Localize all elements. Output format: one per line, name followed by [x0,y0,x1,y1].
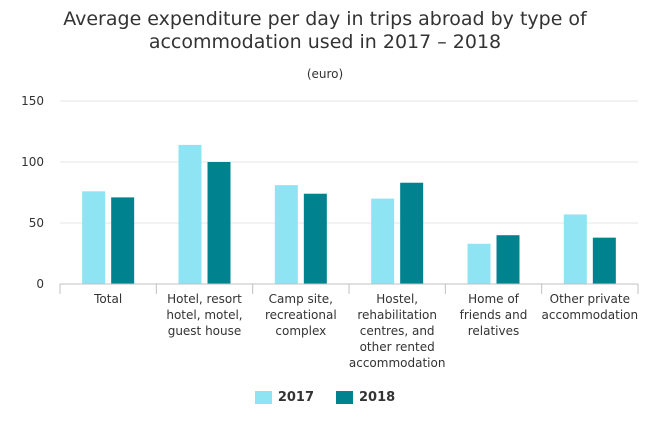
y-tick-label: 150 [21,94,44,108]
bar-2018-1[interactable] [207,162,231,284]
x-tick-label: Home of friends and relatives [460,292,528,338]
bar-2018-4[interactable] [496,235,520,284]
legend-label-2018: 2018 [359,390,396,405]
bar-2018-5[interactable] [592,237,616,284]
x-tick-label: Hostel, rehabilitation centres, and other r… [349,292,446,370]
bar-2017-2[interactable] [274,185,298,284]
legend-swatch-2017 [254,391,272,404]
x-tick-label: Total [93,292,122,306]
bar-2018-0[interactable] [111,197,135,284]
chart-subtitle: (euro) [306,67,344,81]
x-tick-label: Other private accommodation [542,292,639,322]
x-axis [59,283,639,294]
legend-item-2017[interactable]: 2017 [254,390,314,405]
bar-2017-4[interactable] [467,243,491,284]
grid-lines [60,100,638,224]
bar-2017-5[interactable] [563,214,587,284]
bar-2017-0[interactable] [82,191,106,284]
legend-swatch-2018 [336,391,353,404]
legend-label-2017: 2017 [277,390,314,405]
bar-2017-1[interactable] [178,144,202,284]
bar-2018-3[interactable] [400,182,424,284]
x-tick-label: Camp site, recreational complex [265,292,337,338]
bars [82,144,616,284]
x-tick-labels: Total Hotel, resort hotel, motel, guest hou… [93,292,638,370]
y-tick-label: 50 [29,216,44,230]
bar-2017-3[interactable] [371,198,395,284]
y-tick-label: 100 [21,155,44,169]
x-tick-label: Hotel, resort hotel, motel, guest house [166,292,242,338]
y-tick-labels: 0 50 100 150 [21,94,44,291]
legend: 2017 2018 [0,390,650,405]
bar-2018-2[interactable] [303,193,327,284]
y-tick-label: 0 [36,277,44,291]
legend-item-2018[interactable]: 2018 [336,390,395,405]
chart-title: Average expenditure per day in trips abr… [63,8,587,53]
